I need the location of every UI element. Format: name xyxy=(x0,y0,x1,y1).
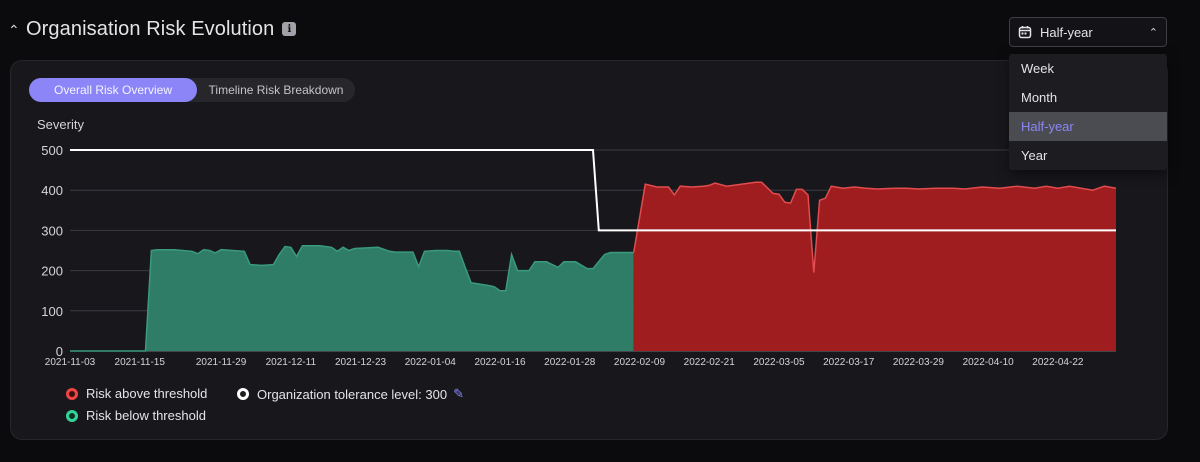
y-tick-500: 500 xyxy=(41,143,63,158)
risk-line-above-1 xyxy=(632,181,1117,273)
info-icon[interactable]: i xyxy=(282,22,297,36)
chart-lines xyxy=(70,149,1117,352)
x-tick-2022-01-04: 2022-01-04 xyxy=(405,357,457,368)
risk-line-below-0 xyxy=(70,244,634,352)
legend-below[interactable]: Risk below threshold xyxy=(66,408,206,423)
range-option-half-year[interactable]: Half-year xyxy=(1009,112,1167,141)
y-axis-label: Severity xyxy=(37,117,84,132)
legend-above-swatch xyxy=(66,387,78,400)
area-below-0 xyxy=(70,245,634,351)
y-tick-200: 200 xyxy=(41,264,63,279)
x-tick-2021-12-23: 2021-12-23 xyxy=(335,357,387,368)
pencil-icon[interactable]: ✎ xyxy=(453,386,464,401)
range-option-year[interactable]: Year xyxy=(1021,148,1048,163)
section-header: ⌃ Organisation Risk Evolution i xyxy=(8,14,297,44)
chart-areas xyxy=(70,182,1116,351)
x-tick-2022-03-29: 2022-03-29 xyxy=(893,357,945,368)
range-dropdown-menu: Week Month Half-year Year xyxy=(1009,54,1167,170)
legend-tolerance: Organization tolerance level: 300 ✎ xyxy=(237,386,464,402)
y-tick-labels: 0 100 200 300 400 500 xyxy=(41,143,63,359)
tolerance-line xyxy=(70,149,1116,232)
x-tick-labels: 2021-11-03 2021-11-15 2021-11-29 2021-12-11… xyxy=(45,357,1084,368)
range-option-week[interactable]: Week xyxy=(1021,61,1054,76)
area-above-1 xyxy=(633,182,1116,351)
x-tick-2021-11-29: 2021-11-29 xyxy=(196,357,247,368)
view-tabs: Overall Risk Overview Timeline Risk Brea… xyxy=(29,78,355,102)
chevron-up-icon[interactable]: ⌃ xyxy=(8,21,20,38)
range-option-month[interactable]: Month xyxy=(1021,90,1058,105)
legend-tolerance-swatch xyxy=(237,388,249,400)
y-tick-300: 300 xyxy=(41,223,63,238)
x-tick-2022-01-28: 2022-01-28 xyxy=(544,357,596,368)
tab-overall-risk-overview[interactable]: Overall Risk Overview xyxy=(29,78,197,102)
chevron-up-icon: ⌃ xyxy=(1148,26,1158,39)
x-tick-2022-02-21: 2022-02-21 xyxy=(684,357,736,368)
x-tick-2021-12-11: 2021-12-11 xyxy=(266,357,317,368)
x-tick-2022-03-17: 2022-03-17 xyxy=(823,357,875,368)
range-select-value: Half-year xyxy=(1040,24,1093,40)
x-tick-2022-04-22: 2022-04-22 xyxy=(1032,357,1084,368)
tab-timeline-risk-breakdown[interactable]: Timeline Risk Breakdown xyxy=(208,83,344,97)
x-tick-2021-11-15: 2021-11-15 xyxy=(115,357,166,368)
legend-below-label: Risk below threshold xyxy=(86,408,206,423)
legend-below-swatch xyxy=(66,409,78,422)
section-title: Organisation Risk Evolution xyxy=(26,17,275,40)
legend-tolerance-label: Organization tolerance level: 300 xyxy=(257,386,448,402)
x-tick-2022-04-10: 2022-04-10 xyxy=(963,357,1015,368)
y-tick-400: 400 xyxy=(41,183,63,198)
y-tick-0: 0 xyxy=(56,344,63,359)
range-select[interactable]: Half-year ⌃ xyxy=(1009,17,1167,47)
x-tick-2022-01-16: 2022-01-16 xyxy=(474,357,526,368)
legend-above[interactable]: Risk above threshold xyxy=(66,386,207,401)
y-tick-100: 100 xyxy=(41,304,63,319)
legend-above-label: Risk above threshold xyxy=(86,386,208,401)
x-tick-2022-03-05: 2022-03-05 xyxy=(753,357,805,368)
x-tick-2022-02-09: 2022-02-09 xyxy=(614,357,666,368)
calendar-icon xyxy=(1018,25,1032,39)
x-tick-2021-11-03: 2021-11-03 xyxy=(45,357,96,368)
